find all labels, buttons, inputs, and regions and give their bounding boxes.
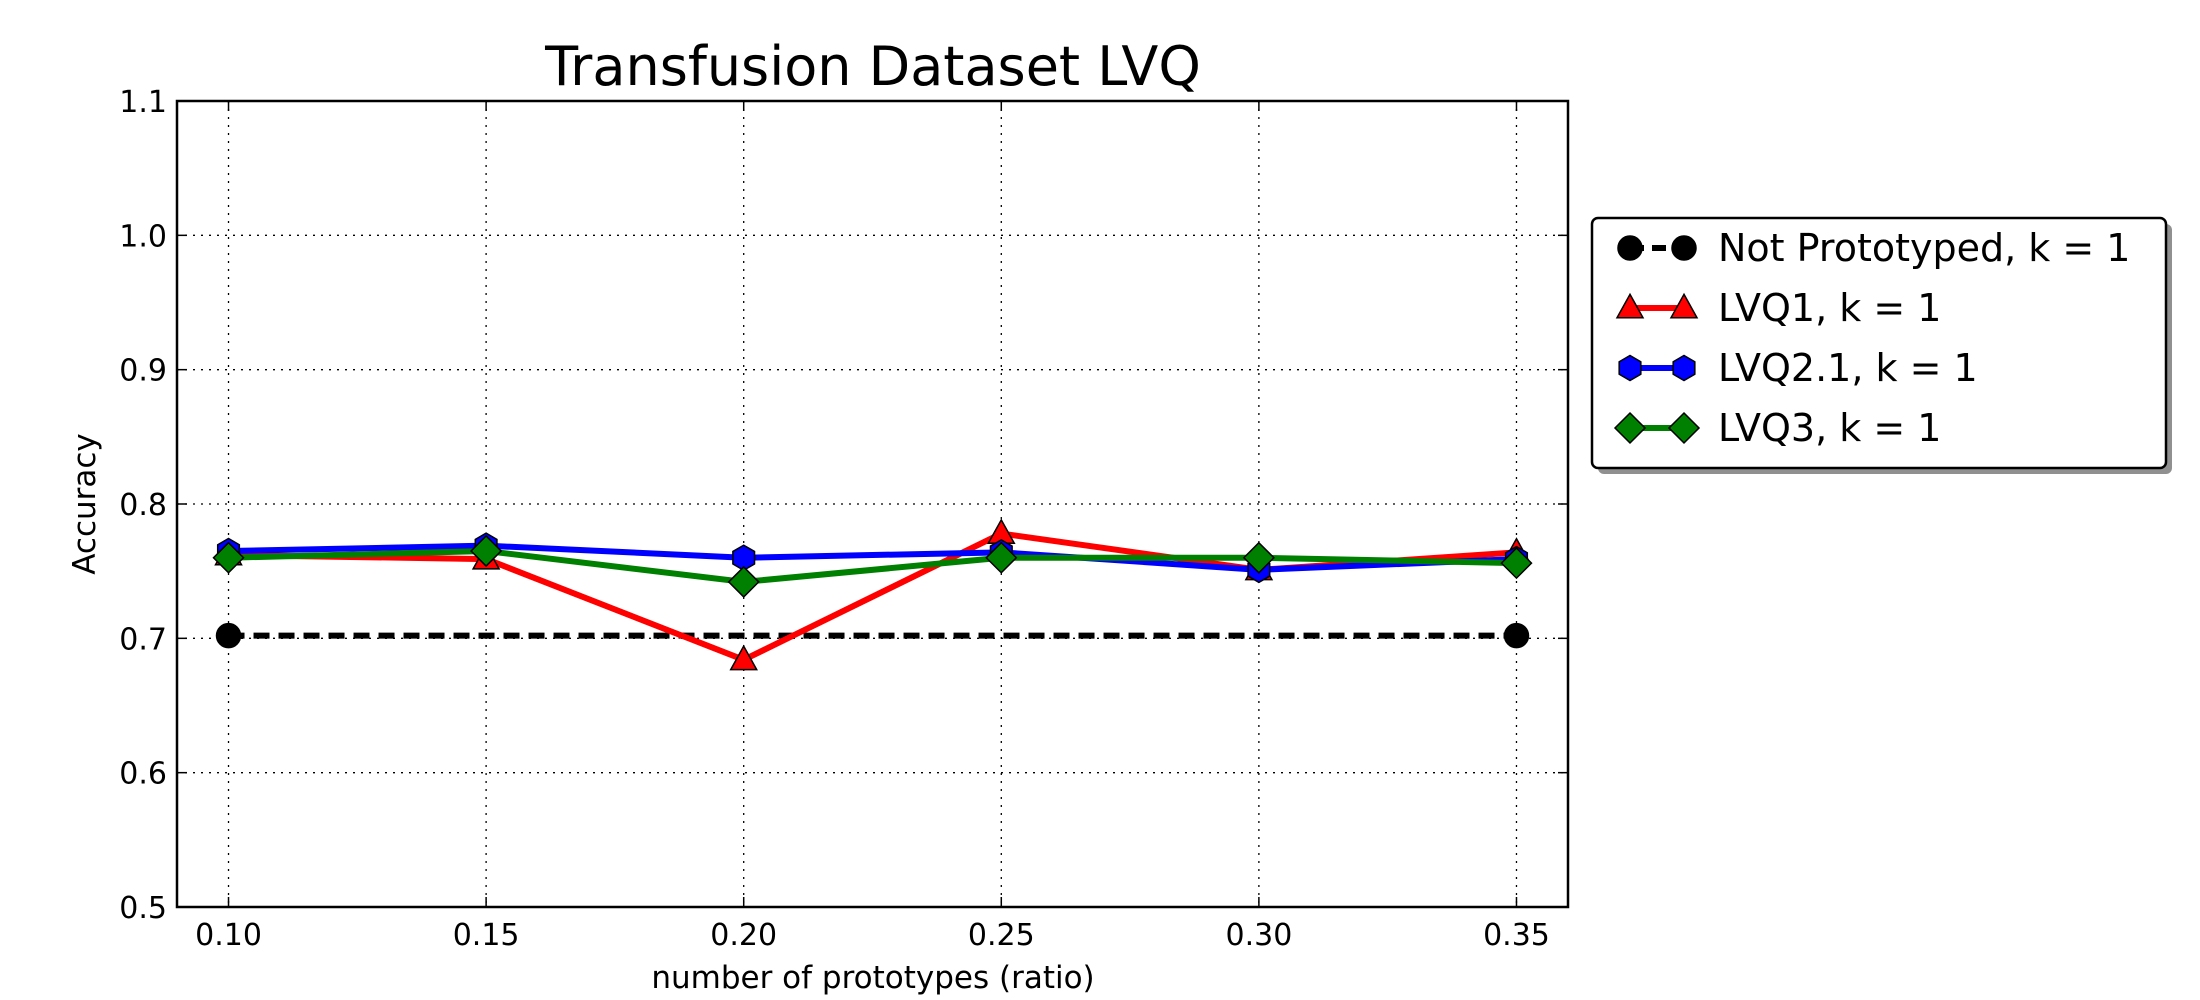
y-tick-label: 0.5 (119, 891, 167, 926)
legend-label: Not Prototyped, k = 1 (1718, 226, 2130, 270)
legend-marker (1615, 292, 1645, 319)
legend-marker (1669, 292, 1699, 319)
data-point (1242, 541, 1275, 574)
y-tick-label: 0.7 (119, 622, 167, 657)
x-tick-label: 0.10 (195, 918, 262, 953)
legend-marker (1671, 235, 1697, 261)
series-line (228, 542, 1517, 573)
y-axis-label: Accuracy (67, 433, 103, 575)
series-lines (212, 518, 1533, 671)
data-point (1500, 547, 1533, 580)
x-tick-label: 0.25 (968, 918, 1035, 953)
axis-ticks: 0.10 0.15 0.20 0.25 0.30 0.35 0.5 0.6 0.7 0.8 0.9 1… (119, 85, 1568, 953)
legend-marker (1617, 235, 1643, 261)
x-tick-label: 0.15 (453, 918, 520, 953)
y-tick-label: 0.6 (119, 757, 167, 792)
legend-box (1590, 216, 2168, 470)
legend-item: LVQ1, k = 1 (1615, 286, 1941, 330)
legend-item: LVQ2.1, k = 1 (1618, 346, 1978, 390)
series-1 (215, 622, 1530, 649)
y-tick-label: 0.8 (119, 488, 167, 523)
legend-item: LVQ3, k = 1 (1613, 406, 1941, 450)
data-point (985, 541, 1018, 574)
data-point (215, 622, 242, 649)
data-point (212, 541, 245, 574)
data-point (470, 534, 503, 568)
legend-marker (1618, 354, 1642, 382)
data-point (729, 644, 758, 671)
data-point (727, 565, 760, 598)
legend-label: LVQ2.1, k = 1 (1718, 346, 1978, 390)
y-tick-label: 1.1 (119, 85, 167, 120)
legend-item: Not Prototyped, k = 1 (1617, 226, 2130, 270)
x-tick-label: 0.20 (710, 918, 777, 953)
chart-title: Transfusion Dataset LVQ (544, 35, 1201, 98)
legend-label: LVQ1, k = 1 (1718, 286, 1941, 330)
legend-marker (1667, 411, 1701, 445)
y-tick-label: 0.9 (119, 354, 167, 389)
series-4 (212, 534, 1533, 598)
plot-area (177, 101, 1568, 907)
data-point (1503, 622, 1530, 649)
legend-marker (1613, 411, 1647, 445)
x-axis-label: number of prototypes (ratio) (651, 960, 1094, 996)
legend: Not Prototyped, k = 1 LVQ1, k = 1 LVQ2.1, … (1590, 216, 2172, 474)
x-tick-label: 0.30 (1225, 918, 1292, 953)
legend-marker (1672, 354, 1696, 382)
x-tick-label: 0.35 (1483, 918, 1550, 953)
legend-label: LVQ3, k = 1 (1718, 406, 1941, 450)
y-tick-label: 1.0 (119, 219, 167, 254)
series-line (228, 548, 1517, 585)
